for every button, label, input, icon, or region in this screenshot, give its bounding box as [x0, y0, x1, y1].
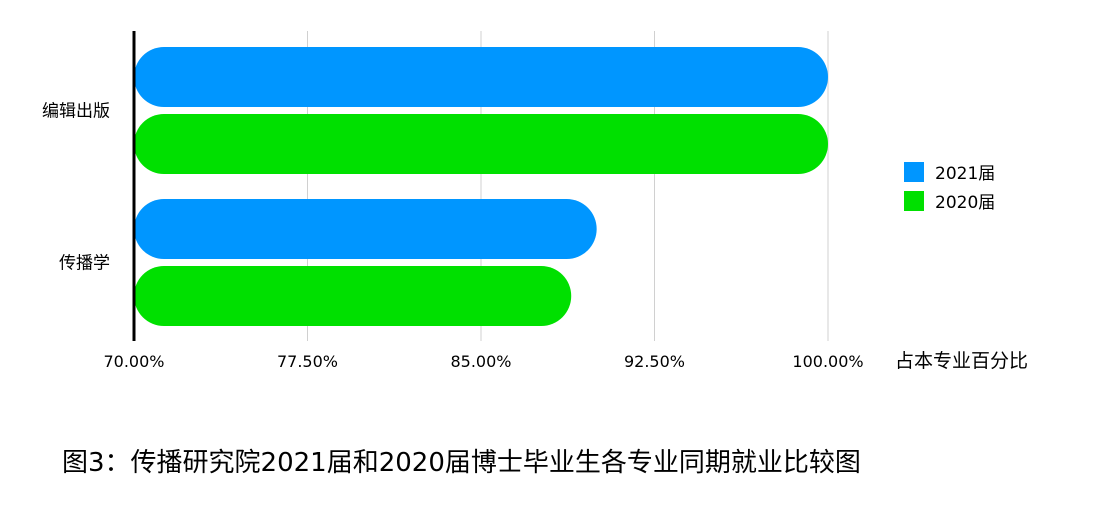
- category-label: 传播学: [59, 254, 110, 274]
- bars: [134, 47, 828, 326]
- bar-series1: [134, 47, 828, 107]
- figure-caption: 图3：传播研究院2021届和2020届博士毕业生各专业同期就业比较图: [62, 448, 861, 478]
- legend-label: 2020届: [935, 193, 995, 213]
- bar-series1: [134, 199, 597, 259]
- category-label: 编辑出版: [42, 102, 110, 122]
- legend-label: 2021届: [935, 164, 995, 184]
- x-tick-label: 77.50%: [277, 352, 338, 371]
- x-tick-label: 85.00%: [450, 352, 511, 371]
- x-axis-title: 占本专业百分比: [895, 350, 1028, 372]
- legend-swatch: [904, 162, 924, 182]
- legend-swatch: [904, 191, 924, 211]
- bar-series2: [134, 266, 572, 326]
- x-tick-label: 92.50%: [624, 352, 685, 371]
- bar-series2: [134, 114, 828, 174]
- legend: 2021届 2020届: [904, 162, 995, 213]
- x-tick-label: 70.00%: [103, 352, 164, 371]
- x-tick-labels: 70.00% 77.50% 85.00% 92.50% 100.00%: [103, 352, 863, 371]
- x-tick-label: 100.00%: [792, 352, 863, 371]
